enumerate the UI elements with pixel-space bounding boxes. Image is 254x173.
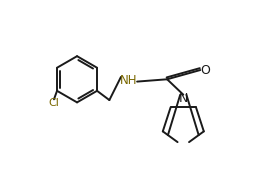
Text: NH: NH — [120, 74, 137, 86]
Text: N: N — [179, 92, 188, 105]
Text: O: O — [201, 63, 211, 76]
Text: Cl: Cl — [49, 98, 59, 108]
